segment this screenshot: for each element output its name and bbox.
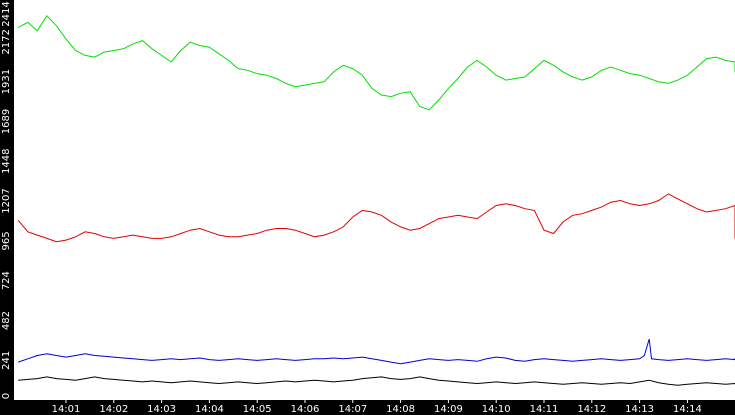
series-line-2 [18,338,735,365]
x-tick-label: 14:05 [243,404,272,415]
x-tick-label: 14:08 [386,404,415,415]
y-axis: 0 241 482 724 965 1207 1448 1689 1931 2172 2414 [1,1,12,399]
x-tick-label: 14:12 [577,404,606,415]
y-tick-label: 1207 [1,188,12,213]
y-tick-label: 2414 [1,1,12,26]
x-tick-label: 14:11 [530,404,559,415]
x-tick-label: 14:09 [434,404,463,415]
y-tick-label: 482 [1,311,12,330]
y-tick-label: 1448 [1,149,12,174]
y-tick-label: 2172 [1,29,12,54]
series-line-1 [17,193,735,243]
x-tick-label: 14:02 [99,404,128,415]
x-tick-label: 14:03 [147,404,176,415]
x-tick-label: 14:07 [338,404,367,415]
y-tick-label: 0 [1,393,12,399]
x-tick-label: 14:04 [195,404,224,415]
y-tick-label: 1931 [1,69,12,94]
plot-area [14,0,735,400]
x-tick-label: 14:13 [625,404,654,415]
x-tick-label: 14:14 [673,404,702,415]
y-tick-label: 1689 [1,109,12,134]
x-tick-label: 14:10 [482,404,511,415]
x-axis-band [0,400,735,415]
y-tick-label: 965 [1,231,12,250]
x-tick-label: 14:01 [52,404,81,415]
series-line-3 [18,376,735,386]
x-tick-label: 14:06 [291,404,320,415]
series-layer [17,14,735,386]
y-tick-label: 724 [1,271,12,290]
x-axis: 14:01 14:02 14:03 14:04 14:05 14:06 14:07 14:08… [52,400,702,415]
y-axis-band [0,0,14,400]
series-line-0 [17,14,735,111]
y-tick-label: 241 [1,351,12,370]
